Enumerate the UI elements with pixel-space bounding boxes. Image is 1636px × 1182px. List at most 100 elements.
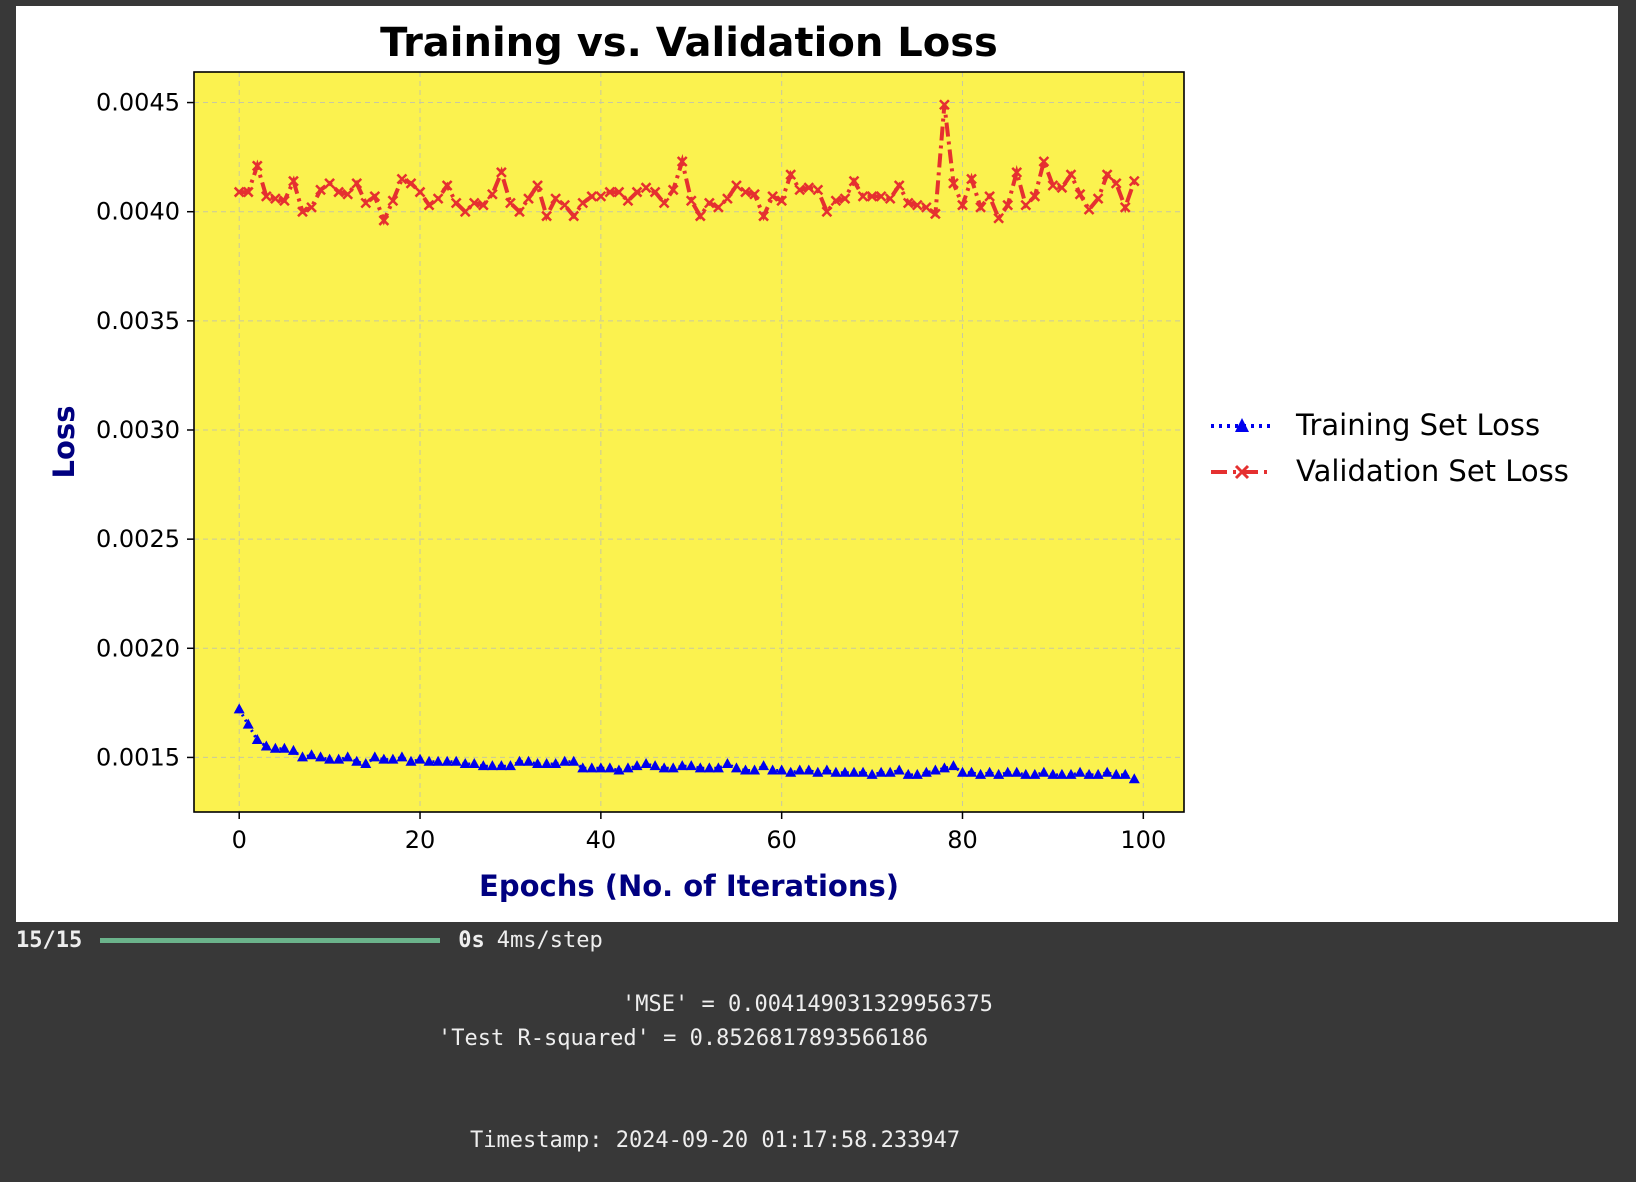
data-point [758, 760, 770, 771]
data-point [821, 206, 833, 218]
data-point [423, 199, 435, 211]
data-point [541, 210, 552, 222]
data-point [604, 186, 616, 198]
data-point [378, 215, 390, 226]
data-point [1101, 766, 1113, 777]
data-point [667, 184, 679, 196]
data-point [947, 760, 959, 771]
data-point [703, 197, 715, 209]
data-point [324, 177, 335, 189]
data-point [622, 762, 634, 773]
data-point [1128, 773, 1140, 784]
data-point [360, 197, 372, 209]
data-point [785, 766, 797, 777]
data-point [532, 757, 544, 768]
y-tick-label: 0.0045 [96, 89, 180, 117]
data-point [956, 766, 968, 777]
data-point [821, 764, 833, 775]
data-point [975, 768, 987, 779]
data-point [1128, 175, 1140, 187]
data-point [875, 191, 887, 202]
x-tick-label: 80 [947, 826, 978, 854]
data-point [405, 755, 417, 766]
data-point [767, 191, 779, 202]
data-point [251, 160, 263, 172]
data-point [297, 206, 308, 218]
data-point [577, 762, 589, 773]
data-point [432, 193, 444, 204]
axis-layer: 0 20 40 60 80 100 0.0015 0.0020 0.0025 0.0030 0.00… [96, 89, 1166, 854]
data-point [694, 762, 706, 773]
progress-rate: 4ms/step [496, 927, 603, 953]
data-point [767, 764, 779, 775]
data-point [640, 182, 652, 194]
data-point [1119, 201, 1131, 213]
data-point [712, 762, 724, 773]
data-point [794, 764, 806, 775]
series-validation [233, 99, 1140, 226]
data-point [794, 184, 806, 196]
data-point [1056, 182, 1068, 194]
data-point [893, 180, 905, 191]
data-point [812, 184, 824, 196]
data-point [260, 191, 272, 202]
data-point [504, 760, 516, 771]
data-point [586, 191, 598, 202]
data-point [288, 175, 299, 187]
legend: Training Set Loss Validation Set Loss [1211, 408, 1569, 488]
data-point [459, 206, 471, 218]
progress-bar [100, 937, 441, 943]
data-point [233, 186, 245, 198]
data-point [613, 764, 625, 775]
data-point [884, 766, 896, 777]
data-point [1029, 768, 1041, 779]
legend-training-label: Training Set Loss [1295, 408, 1540, 442]
data-point [776, 195, 788, 207]
data-point [342, 188, 354, 200]
data-point [920, 766, 932, 777]
data-point [649, 186, 661, 198]
data-point [911, 768, 923, 779]
y-tick-label: 0.0030 [96, 416, 180, 444]
data-point [929, 208, 941, 220]
data-point [613, 186, 625, 198]
data-point [857, 191, 869, 202]
data-point [839, 766, 851, 777]
data-point [278, 742, 290, 753]
y-tick-label: 0.0020 [96, 634, 180, 662]
data-point [559, 755, 571, 766]
series-training [233, 703, 1140, 784]
data-point [749, 764, 761, 775]
data-point [242, 186, 254, 198]
data-point [957, 199, 968, 211]
data-point [866, 191, 878, 202]
data-point [694, 210, 706, 222]
data-point [432, 755, 444, 766]
data-point [848, 766, 860, 777]
data-point [513, 755, 525, 766]
data-point [902, 197, 914, 209]
data-point [1110, 768, 1122, 779]
data-point [1065, 768, 1077, 779]
data-point [631, 186, 643, 198]
y-tick-label: 0.0035 [96, 307, 180, 335]
data-point [396, 751, 408, 762]
data-point [676, 156, 688, 167]
data-point [351, 177, 363, 189]
data-point [550, 757, 562, 768]
data-point [902, 768, 914, 779]
data-point [993, 768, 1005, 779]
y-tick-label: 0.0040 [96, 198, 180, 226]
data-point [315, 184, 326, 196]
data-point [279, 195, 290, 207]
progress-time: 0s [458, 927, 485, 953]
data-point [685, 195, 697, 207]
data-point [387, 753, 399, 764]
data-point [559, 199, 571, 211]
data-point [1029, 191, 1041, 202]
data-point [315, 751, 327, 762]
data-point [441, 755, 453, 766]
y-tick-label: 0.0025 [96, 525, 180, 553]
data-point [631, 760, 643, 771]
data-point [477, 760, 489, 771]
